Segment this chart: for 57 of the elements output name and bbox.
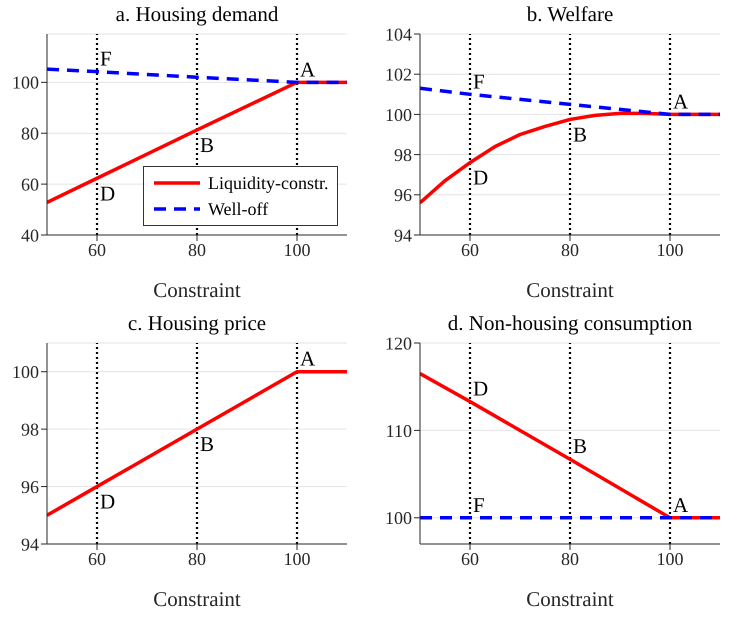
annotation: A — [673, 492, 689, 517]
x-tick-label: 80 — [188, 240, 206, 260]
chart-title: b. Welfare — [526, 2, 614, 27]
annotation: B — [573, 122, 588, 146]
annotation: F — [473, 69, 485, 94]
x-tick-label: 100 — [284, 548, 310, 569]
annotation: F — [100, 46, 112, 71]
x-tick-label: 80 — [561, 548, 579, 569]
legend-label: Well-off — [208, 198, 268, 221]
annotation: D — [473, 376, 488, 401]
y-tick-label: 102 — [385, 64, 412, 85]
annotation: D — [100, 490, 116, 514]
x-tick-label: 80 — [561, 240, 579, 260]
y-tick-label: 120 — [385, 333, 412, 354]
chart-title: c. Housing price — [126, 311, 268, 336]
y-tick-label: 94 — [21, 534, 39, 554]
y-tick-label: 110 — [386, 420, 412, 441]
x-axis-title: Constraint — [153, 587, 241, 611]
x-tick-label: 60 — [88, 548, 106, 569]
chart-title: d. Non-housing consumption — [446, 311, 694, 336]
x-tick-label: 60 — [461, 548, 479, 569]
annotation: A — [300, 346, 316, 371]
line-series — [420, 86, 720, 116]
y-tick-label: 100 — [12, 362, 39, 382]
y-tick-label: 98 — [21, 420, 39, 440]
y-tick-label: 96 — [394, 185, 412, 206]
x-tick-label: 100 — [656, 240, 684, 260]
x-tick-label: 60 — [461, 240, 479, 260]
chart-title: a. Housing demand — [114, 2, 280, 27]
y-tick-label: 104 — [385, 24, 412, 44]
y-tick-label: 100 — [12, 72, 39, 93]
y-tick-label: 80 — [21, 124, 39, 144]
y-tick-label: 98 — [394, 144, 412, 165]
legend-label: Liquidity-constr. — [208, 172, 328, 195]
x-tick-label: 80 — [188, 548, 206, 569]
x-axis-title: Constraint — [526, 587, 614, 611]
y-tick-label: 100 — [385, 104, 412, 125]
y-tick-label: 96 — [21, 476, 39, 497]
annotation: A — [673, 89, 689, 114]
y-tick-label: 60 — [21, 174, 39, 195]
line-series — [47, 370, 347, 518]
annotation: D — [100, 181, 116, 206]
annotation: D — [473, 166, 488, 190]
y-tick-label: 40 — [21, 225, 39, 246]
y-tick-label: 94 — [394, 225, 412, 246]
annotation: B — [200, 132, 214, 157]
annotation: B — [573, 434, 588, 458]
line-series — [420, 372, 720, 520]
annotation: A — [300, 57, 316, 82]
x-axis-title: Constraint — [526, 278, 614, 302]
annotation: F — [473, 492, 485, 517]
x-tick-label: 60 — [88, 240, 106, 260]
x-tick-label: 100 — [656, 548, 684, 569]
x-tick-label: 100 — [284, 240, 310, 260]
y-tick-label: 100 — [385, 508, 412, 528]
annotation: B — [200, 432, 214, 456]
x-axis-title: Constraint — [153, 278, 241, 302]
